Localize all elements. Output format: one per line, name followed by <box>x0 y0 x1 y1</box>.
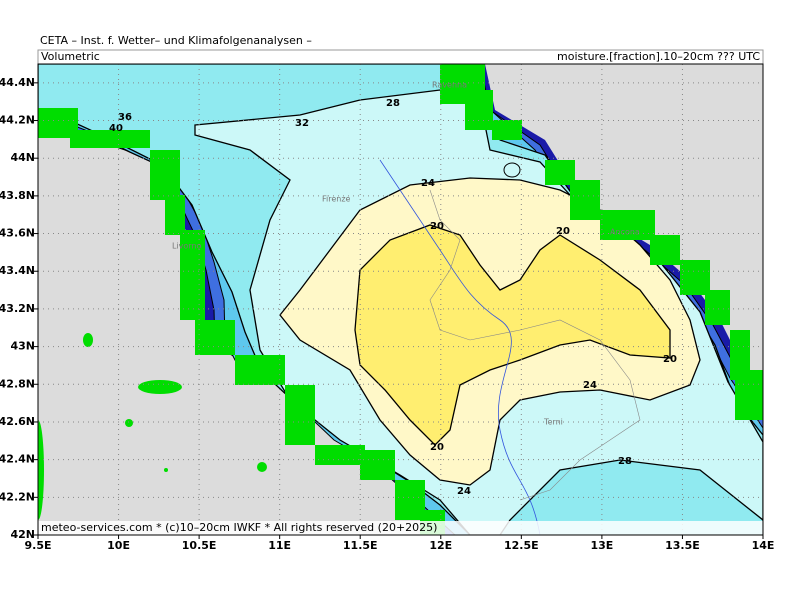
y-tick-label: 43.8N <box>0 189 35 202</box>
contour-label: 20 <box>430 442 444 453</box>
y-tick-label: 43.2N <box>0 302 35 315</box>
header-left: Volumetric <box>41 50 100 63</box>
ticks: 9.5E 10E 10.5E 11E 11.5E 12E 12.5E 13E 13.5E 14E 4… <box>0 76 774 552</box>
y-tick-label: 42N <box>10 528 35 541</box>
y-tick-label: 44.4N <box>0 76 35 89</box>
contour-20 <box>354 224 671 446</box>
coast-cells <box>38 64 763 535</box>
y-tick-label: 43.6N <box>0 227 35 240</box>
y-tick-label: 43.4N <box>0 264 35 277</box>
city-label: Ancona <box>610 228 640 237</box>
contour-label: 20 <box>430 221 444 232</box>
y-tick-label: 42.2N <box>0 490 35 503</box>
x-tick-label: 10E <box>107 539 130 552</box>
footer-box <box>38 521 763 535</box>
contour-small <box>503 162 521 178</box>
contour-label: 24 <box>421 178 435 189</box>
y-tick-label: 44N <box>10 151 35 164</box>
city-label: Livorno <box>172 242 202 251</box>
y-tick-label: 42.4N <box>0 453 35 466</box>
contour-label: 24 <box>457 486 471 497</box>
header-right: moisture.[fraction].10–20cm ??? UTC <box>557 50 760 63</box>
city-label: Firenze <box>322 195 351 204</box>
footer: meteo-services.com * (c)10–20cm IWKF * A… <box>41 521 437 534</box>
x-tick-label: 11.5E <box>343 539 378 552</box>
x-tick-label: 10.5E <box>182 539 217 552</box>
river <box>379 159 541 535</box>
x-tick-label: 14E <box>752 539 775 552</box>
x-tick-label: 12E <box>429 539 452 552</box>
y-tick-label: 42.8N <box>0 377 35 390</box>
x-tick-label: 11E <box>268 539 291 552</box>
x-tick-label: 13.5E <box>665 539 700 552</box>
contour-label: 20 <box>556 226 570 237</box>
city-label: Ravenna <box>432 81 467 90</box>
y-tick-label: 42.6N <box>0 415 35 428</box>
y-tick-label: 44.2N <box>0 114 35 127</box>
map-frame <box>37 63 764 536</box>
x-tick-label: 9.5E <box>24 539 51 552</box>
city-label: Terni <box>543 418 563 427</box>
contour-label: 24 <box>583 380 597 391</box>
contour-label: 20 <box>663 354 677 365</box>
header-title: CETA – Inst. f. Wetter– und Klimafolgena… <box>40 34 312 47</box>
x-tick-label: 13E <box>590 539 613 552</box>
region-border <box>429 189 641 501</box>
grid <box>38 64 763 535</box>
contour-label: 36 <box>118 112 132 123</box>
contour-label: 40 <box>109 123 123 134</box>
contour-label: 28 <box>386 98 400 109</box>
contour-label: 32 <box>295 118 309 129</box>
y-tick-label: 43N <box>10 340 35 353</box>
map-area: 36 40 32 28 24 20 20 20 24 20 24 28 Rave… <box>38 64 763 535</box>
contour-label: 28 <box>618 456 632 467</box>
x-tick-label: 12.5E <box>504 539 539 552</box>
